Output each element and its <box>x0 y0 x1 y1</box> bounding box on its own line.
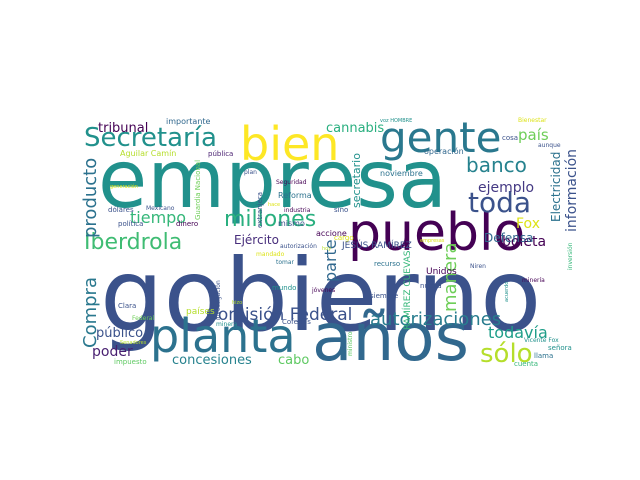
cloud-word: Electricidad <box>549 152 563 222</box>
cloud-word: Seguridad <box>276 179 307 186</box>
cloud-word: dólares <box>108 206 134 214</box>
cloud-word: producto <box>80 158 101 238</box>
cloud-word: voz HOMBRE <box>380 118 412 124</box>
cloud-word: planta <box>150 309 296 363</box>
cloud-word: concesiones <box>172 353 252 368</box>
cloud-word: público <box>96 326 143 341</box>
cloud-word: empresa <box>98 133 447 226</box>
cloud-word: JESÚS RAMÍREZ <box>341 239 412 251</box>
cloud-word: recurso <box>374 260 400 268</box>
cloud-word: accione <box>316 229 347 238</box>
cloud-word: Niren <box>470 263 486 270</box>
cloud-word: mandado <box>256 251 285 258</box>
cloud-word: ministro <box>347 331 354 356</box>
cloud-word: aunque <box>538 142 561 149</box>
cloud-word: ejemplo <box>478 180 534 196</box>
cloud-word: noviembre <box>380 169 423 178</box>
cloud-word: Secretaría <box>84 123 217 153</box>
cloud-word: inversión <box>567 242 574 270</box>
cloud-word: Reforma <box>278 191 312 200</box>
cloud-word: empresas <box>420 238 445 244</box>
cloud-word: tomar <box>276 259 295 266</box>
cloud-word: Unidos <box>426 267 457 277</box>
cloud-word: dinero <box>176 220 198 228</box>
cloud-word: Ejército <box>234 233 279 247</box>
cloud-word: acuerdo <box>504 282 510 302</box>
cloud-word: industria <box>284 207 311 214</box>
cloud-word: señora <box>548 344 572 352</box>
cloud-word: toda <box>468 186 531 219</box>
cloud-word: boleta <box>502 234 546 250</box>
cloud-word: impuesto <box>114 358 147 366</box>
cloud-word: Cofepris <box>282 318 311 326</box>
cloud-word: Defensa <box>484 231 533 245</box>
cloud-word: Mexicano <box>146 205 175 212</box>
cloud-word: cuenta <box>514 360 538 368</box>
cloud-word: sólo <box>480 339 533 369</box>
cloud-word: mundo <box>272 284 296 292</box>
cloud-word: Guardia Nacional <box>194 160 202 220</box>
cloud-word: cosa <box>502 134 518 142</box>
cloud-word: importante <box>166 117 211 126</box>
cloud-word: poder <box>92 344 133 360</box>
cloud-word: Iberdrola <box>84 230 182 255</box>
cloud-word: Clara <box>118 302 136 310</box>
cloud-word: minera <box>216 321 237 328</box>
cloud-word: siempre <box>370 292 398 300</box>
cloud-word: pueblo <box>348 203 525 263</box>
cloud-word: nueva <box>420 282 442 290</box>
cloud-word: RAMÍREZ CUEVAS <box>401 250 413 330</box>
cloud-word: sino <box>334 206 348 214</box>
cloud-word: cannabis <box>326 121 384 136</box>
cloud-word: gobierno <box>100 237 541 354</box>
cloud-word: todavía <box>488 323 548 342</box>
cloud-word: país <box>518 126 549 144</box>
cloud-word: minería <box>522 277 545 284</box>
cloud-word: secretario <box>350 153 363 208</box>
cloud-word: Aguilar Camín <box>120 149 176 158</box>
cloud-word: hace <box>268 202 280 208</box>
cloud-word: información <box>564 149 580 232</box>
cloud-word: autorización <box>280 243 317 250</box>
cloud-word: plan <box>244 169 257 176</box>
cloud-word: pública <box>208 150 233 158</box>
cloud-word: tiempo <box>130 208 186 227</box>
cloud-word: tribunal <box>98 121 148 136</box>
cloud-word: autorizaciones <box>370 309 501 330</box>
cloud-word: Fox <box>516 216 540 232</box>
cloud-word: cabo <box>278 353 309 368</box>
cloud-word: generación <box>110 183 138 190</box>
cloud-word: llama <box>534 352 553 360</box>
cloud-word: mismo <box>278 219 305 228</box>
cloud-word: millones <box>224 207 316 232</box>
cloud-word: Senadores <box>120 340 147 346</box>
cloud-word: hizo <box>232 300 242 306</box>
cloud-word: Comisión Federal <box>206 305 352 325</box>
cloud-word: años <box>312 299 469 376</box>
cloud-word: Bienestar <box>518 117 547 124</box>
cloud-word: países <box>186 307 215 317</box>
cloud-word: parte <box>321 239 340 282</box>
word-group: gobierno empresa años pueblo planta gente bien… <box>80 113 580 376</box>
cloud-word: bien <box>240 117 339 171</box>
cloud-word: investigación <box>215 280 222 320</box>
cloud-canvas <box>80 118 560 368</box>
cloud-word: operación <box>424 146 464 156</box>
cloud-word: política <box>118 220 143 228</box>
cloud-word: extranjera <box>256 192 264 228</box>
cloud-word: jóvenes <box>311 287 335 294</box>
cloud-word: hoy <box>322 246 331 252</box>
cloud-word: Compra <box>80 277 101 348</box>
cloud-word: Federal <box>132 315 154 322</box>
cloud-word: cargo <box>334 234 354 242</box>
cloud-word: banco <box>466 153 527 177</box>
cloud-word: manera <box>440 243 461 312</box>
cloud-word: gente <box>380 113 501 162</box>
cloud-word: Vicente Fox <box>524 337 559 344</box>
